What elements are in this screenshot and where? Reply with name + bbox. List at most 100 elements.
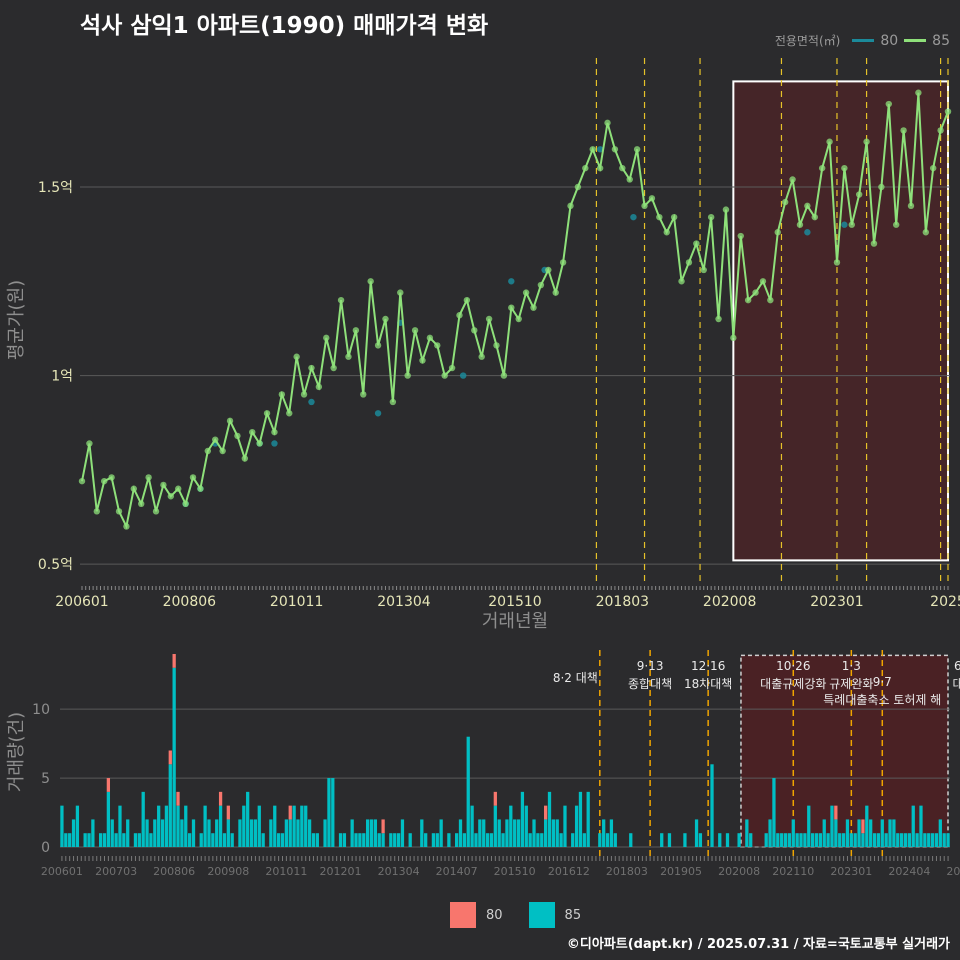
bar-85 <box>187 833 192 847</box>
bar-85 <box>861 833 865 847</box>
bar-85 <box>903 833 908 847</box>
bar-85 <box>133 833 138 847</box>
bar-85 <box>207 819 211 847</box>
bar-85 <box>342 833 347 847</box>
volume-bar-chart: 0 5 10 8·2 대책 9·13 종합대책 12·16 18차대책 10·26 대출규제강화 1… <box>6 650 960 878</box>
legend-item-85[interactable]: 85 <box>904 33 950 49</box>
bar-85 <box>718 833 722 847</box>
policy-annotation-label: 규제완화 <box>829 677 873 691</box>
bar-85 <box>300 805 304 847</box>
policy-annotation-date: 1·3 <box>842 659 861 673</box>
bar-80 <box>172 654 176 668</box>
bar-y-tick-label: 0 <box>41 840 50 856</box>
bar-85 <box>373 819 378 847</box>
bar-85 <box>389 833 393 847</box>
bar-85 <box>311 833 316 847</box>
bar-85 <box>474 833 478 847</box>
bar-85 <box>574 805 579 847</box>
bar-85 <box>791 819 795 847</box>
bar-85 <box>710 764 714 847</box>
bar-85 <box>292 805 296 847</box>
bar-x-tick-label: 202110 <box>772 865 814 878</box>
point-80 <box>841 221 848 228</box>
y-tick-label: 1.5억 <box>38 180 73 196</box>
bar-85 <box>559 833 563 847</box>
bar-legend-label-85: 85 <box>564 907 582 923</box>
bar-85 <box>323 819 327 847</box>
bar-85 <box>242 805 246 847</box>
area-legend: 전용면적(㎡) 80 85 <box>775 32 950 49</box>
policy-annotation-label: 대출 <box>952 677 960 691</box>
bar-85 <box>857 819 861 847</box>
bar-85 <box>118 805 122 847</box>
bar-y-axis-title: 거래량(건) <box>6 712 27 792</box>
bar-legend-item-80[interactable]: 80 <box>450 902 503 928</box>
bar-85 <box>126 819 130 847</box>
policy-annotation-date: 12·16 <box>691 659 725 673</box>
bar-85 <box>547 791 552 847</box>
bar-85 <box>137 833 141 847</box>
bar-85 <box>865 805 869 847</box>
legend-swatch-80 <box>852 39 875 42</box>
bar-85 <box>315 833 319 847</box>
bar-85 <box>849 833 853 847</box>
bar-legend-item-85[interactable]: 85 <box>528 902 582 928</box>
bar-x-tick-label: 201905 <box>660 865 702 878</box>
legend-item-80[interactable]: 80 <box>852 33 898 49</box>
chart-title: 석사 삼익1 아파트(1990) 매매가격 변화 <box>80 13 489 39</box>
bar-legend-swatch-80 <box>450 902 476 928</box>
bar-85 <box>75 805 80 847</box>
bar-85 <box>814 833 819 847</box>
bar-85 <box>454 833 459 847</box>
bar-85 <box>505 819 509 847</box>
bar-85 <box>257 805 261 847</box>
bar-85 <box>338 833 343 847</box>
bar-85 <box>358 833 362 847</box>
bar-85 <box>888 819 892 847</box>
bar-85 <box>838 833 842 847</box>
bar-85 <box>327 778 331 847</box>
bar-85 <box>694 819 699 847</box>
bar-85 <box>927 833 931 847</box>
bar-80 <box>288 805 292 820</box>
bar-85 <box>667 833 672 847</box>
bar-85 <box>876 833 881 847</box>
bar-85 <box>199 833 203 847</box>
bar-85 <box>122 833 126 847</box>
point-80 <box>508 278 515 285</box>
legend-label-80: 80 <box>880 32 899 49</box>
bar-80 <box>861 819 865 834</box>
highlight-region <box>732 80 949 562</box>
bar-85 <box>934 833 939 847</box>
x-axis-title: 거래년월 <box>482 611 548 632</box>
legend-label-85: 85 <box>932 32 950 49</box>
bar-85 <box>296 819 300 847</box>
bar-85 <box>288 819 292 847</box>
bar-x-tick-label: 200908 <box>207 865 249 878</box>
bar-85 <box>304 805 308 847</box>
bar-85 <box>749 833 753 847</box>
bar-85 <box>439 819 443 847</box>
bar-85 <box>783 833 788 847</box>
bar-85 <box>780 833 784 847</box>
bar-85 <box>362 833 366 847</box>
bar-85 <box>787 833 792 847</box>
x-tick-label: 2025 <box>930 594 960 610</box>
bar-85 <box>393 833 397 847</box>
bar-85 <box>106 791 111 847</box>
point-80 <box>630 213 637 221</box>
bar-x-tick-label: 202507 <box>946 865 960 878</box>
bar-85 <box>408 833 412 847</box>
policy-annotation-date: 10·26 <box>776 659 810 673</box>
policy-annotation-label: 종합대책 <box>628 676 672 691</box>
bar-x-tick-label: 201407 <box>436 865 478 878</box>
legend-swatch-85 <box>904 39 927 42</box>
bar-80 <box>218 791 223 806</box>
bar-85 <box>938 819 942 847</box>
policy-annotation-date: 9·13 <box>637 659 664 673</box>
bar-85 <box>869 819 873 847</box>
bar-85 <box>605 833 610 847</box>
bar-85 <box>381 833 385 847</box>
bar-y-tick-label: 5 <box>41 771 50 787</box>
